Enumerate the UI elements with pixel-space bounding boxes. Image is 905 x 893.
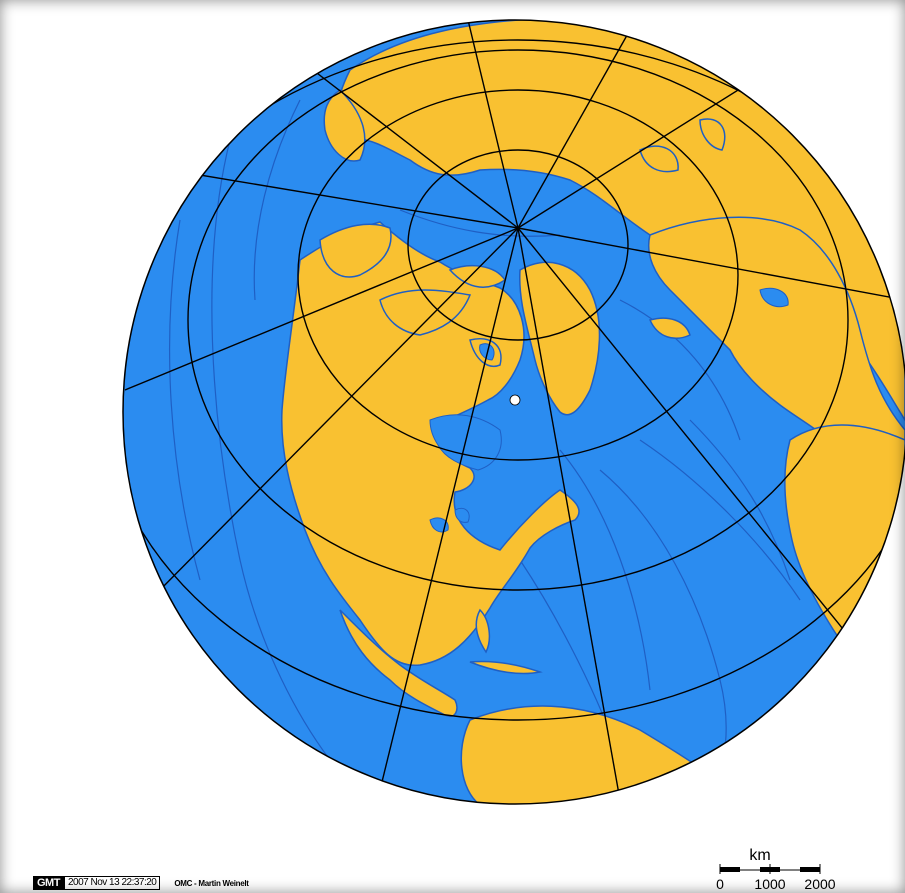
gmt-timestamp: 2007 Nov 13 22:37:20 bbox=[63, 876, 161, 890]
scale-tick-2000: 2000 bbox=[804, 876, 835, 892]
land-central-america bbox=[339, 609, 458, 717]
landmasses bbox=[280, 20, 905, 804]
scale-bar: km 0 1000 2000 bbox=[716, 847, 836, 892]
graticule bbox=[123, 20, 905, 801]
scale-unit: km bbox=[749, 847, 770, 864]
scale-tick-1000: 1000 bbox=[754, 876, 785, 892]
gmt-logo: GMT bbox=[33, 876, 64, 890]
gmt-stamp: GMT 2007 Nov 13 22:37:20 OMC - Martin We… bbox=[33, 876, 249, 890]
location-marker-icon bbox=[509, 394, 521, 406]
land-greenland bbox=[518, 261, 601, 416]
land-alaska bbox=[319, 223, 392, 278]
land-north-america bbox=[280, 221, 580, 667]
scale-tick-0: 0 bbox=[716, 876, 724, 892]
globe-outline bbox=[122, 19, 905, 805]
map-credit: OMC - Martin Weinelt bbox=[174, 878, 249, 888]
